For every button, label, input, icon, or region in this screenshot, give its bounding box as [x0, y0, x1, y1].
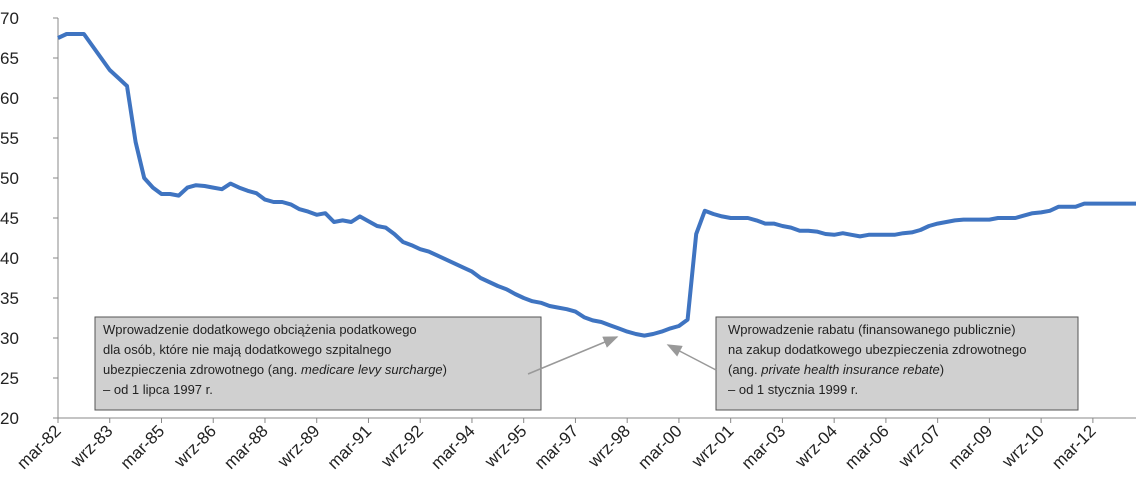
annotation-segment: Wprowadzenie dodatkowego obciążenia poda…: [103, 322, 417, 337]
x-tick-label: mar-85: [117, 421, 169, 473]
annotation-box: [94, 316, 542, 411]
x-tick-label: wrz-95: [480, 421, 530, 471]
x-tick-label: mar-12: [1048, 421, 1100, 473]
annotation-segment: – od 1 lipca 1997 r.: [103, 382, 213, 397]
annotation-text: – od 1 stycznia 1999 r.: [728, 382, 858, 397]
x-tick-label: wrz-04: [791, 421, 841, 471]
x-tick-label: mar-97: [531, 421, 583, 473]
annotation-segment: medicare levy surcharge: [301, 362, 443, 377]
x-tick-label: mar-88: [220, 421, 272, 473]
annotation-segment: na zakup dodatkowego ubezpieczenia zdrow…: [728, 342, 1027, 357]
x-tick-label: mar-00: [634, 421, 686, 473]
x-tick-label: wrz-92: [377, 421, 427, 471]
annotation-text: Wprowadzenie dodatkowego obciążenia poda…: [103, 322, 417, 337]
annotation-text: na zakup dodatkowego ubezpieczenia zdrow…: [728, 342, 1027, 357]
y-tick-label: 40: [0, 249, 19, 268]
x-tick-label: mar-09: [945, 421, 997, 473]
annotation-text: (ang. private health insurance rebate): [728, 362, 944, 377]
y-tick-label: 55: [0, 129, 19, 148]
x-tick-label: wrz-98: [584, 421, 634, 471]
annotation-arrow: [527, 336, 619, 375]
annotation-segment: ): [940, 362, 944, 377]
x-tick-label: wrz-10: [998, 421, 1048, 471]
y-tick-label: 70: [0, 9, 19, 28]
annotation-segment: ubezpieczenia zdrowotnego (ang.: [103, 362, 301, 377]
x-tick-label: wrz-83: [66, 421, 116, 471]
data-line: [57, 32, 1136, 338]
y-tick-label: 35: [0, 289, 19, 308]
annotation-box: [715, 316, 1079, 411]
annotation-segment: – od 1 stycznia 1999 r.: [728, 382, 858, 397]
x-tick-label: wrz-86: [170, 421, 220, 471]
x-tick-label: wrz-07: [894, 421, 944, 471]
annotation-arrow: [666, 344, 717, 371]
y-tick-label: 45: [0, 209, 19, 228]
y-tick-label: 50: [0, 169, 19, 188]
annotation-segment: ): [443, 362, 447, 377]
x-tick-label: mar-94: [427, 421, 479, 473]
y-tick-label: 30: [0, 329, 19, 348]
annotation-segment: private health insurance rebate: [760, 362, 940, 377]
annotation-text: dla osób, które nie mają dodatkowego szp…: [103, 342, 391, 357]
annotation-segment: dla osób, które nie mają dodatkowego szp…: [103, 342, 391, 357]
y-tick-label: 60: [0, 89, 19, 108]
x-tick-label: wrz-89: [273, 421, 323, 471]
annotation-text: – od 1 lipca 1997 r.: [103, 382, 213, 397]
x-tick-label: mar-03: [738, 421, 790, 473]
y-tick-label: 25: [0, 369, 19, 388]
annotation-text: Wprowadzenie rabatu (finansowanego publi…: [728, 322, 1016, 337]
x-tick-label: wrz-01: [687, 421, 737, 471]
x-tick-label: mar-91: [324, 421, 376, 473]
annotation-text: ubezpieczenia zdrowotnego (ang. medicare…: [103, 362, 447, 377]
annotation-segment: Wprowadzenie rabatu (finansowanego publi…: [728, 322, 1016, 337]
x-tick-label: mar-82: [13, 421, 65, 473]
y-tick-label: 20: [0, 409, 19, 428]
annotation-segment: (ang.: [728, 362, 761, 377]
y-tick-label: 65: [0, 49, 19, 68]
x-tick-label: mar-06: [841, 421, 893, 473]
